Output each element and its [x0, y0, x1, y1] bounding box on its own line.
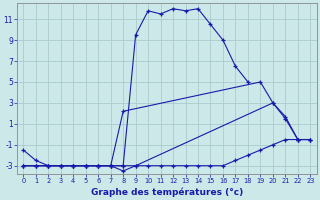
X-axis label: Graphe des températures (°c): Graphe des températures (°c) — [91, 187, 243, 197]
